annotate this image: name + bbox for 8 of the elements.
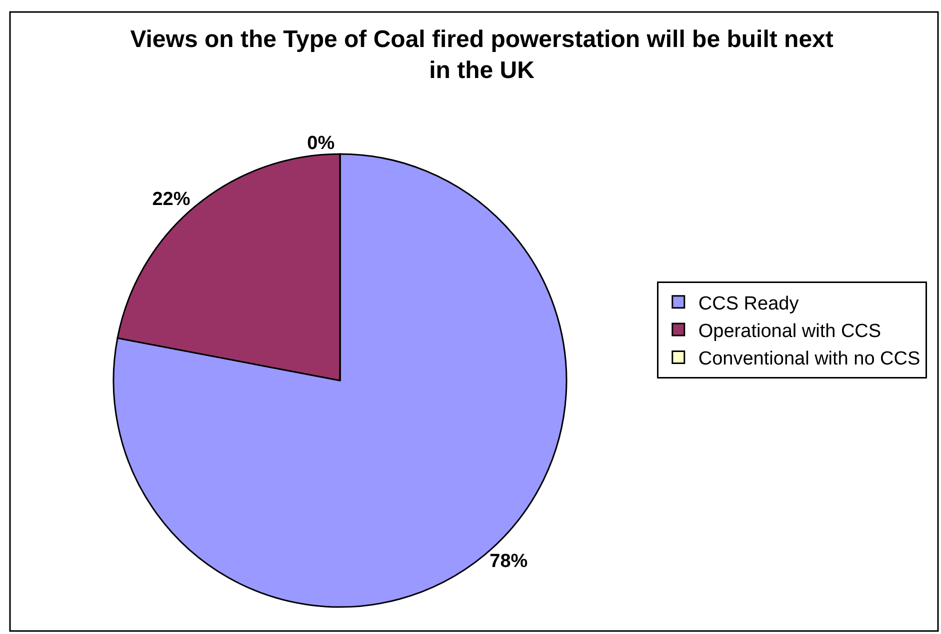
data-label: 78% — [490, 550, 528, 572]
legend-label: Operational with CCS — [698, 320, 882, 342]
legend-label: Conventional with no CCS — [698, 348, 920, 370]
data-label: 22% — [152, 189, 190, 210]
text: 0% — [307, 133, 335, 154]
chart-title: Views on the Type of Coal fired powerstation will be built next in the UK — [130, 26, 834, 84]
pie-slice — [113, 153, 568, 608]
legend-label: CCS Ready — [698, 293, 800, 314]
